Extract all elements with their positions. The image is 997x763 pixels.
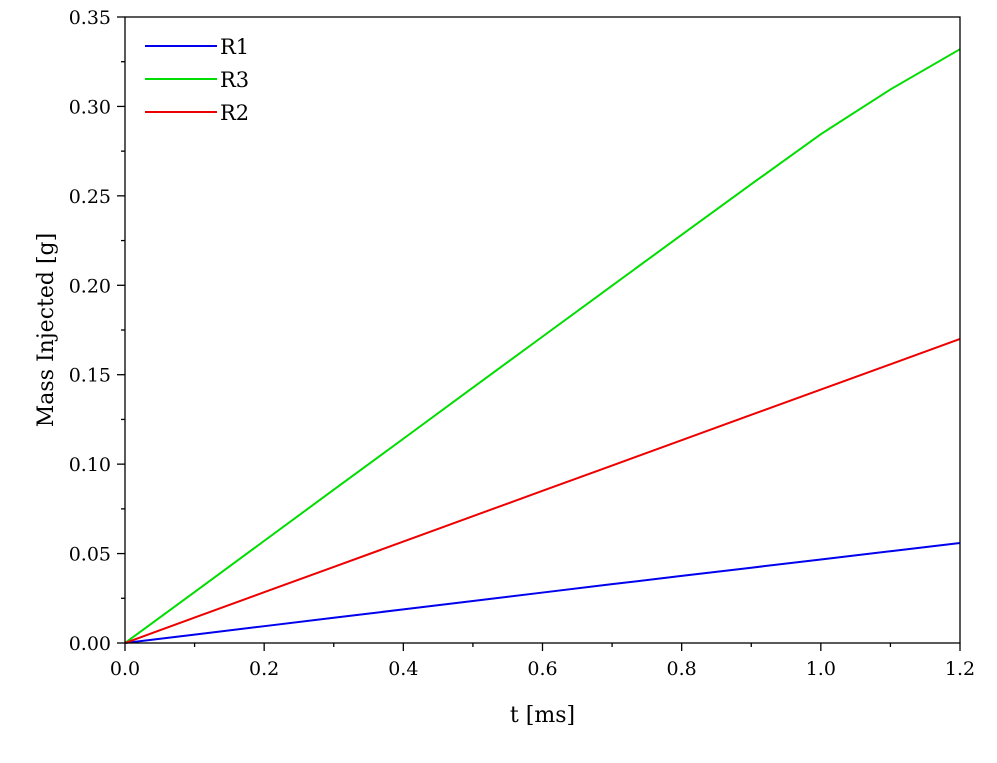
legend-label-r3: R3: [220, 68, 249, 92]
y-tick-label: 0.15: [69, 365, 111, 387]
series-line-r3: [124, 48, 961, 644]
legend-label-r2: R2: [220, 101, 249, 125]
y-tick-label: 0.05: [69, 544, 111, 566]
y-tick-label: 0.00: [69, 633, 111, 655]
series-line-r2: [124, 338, 961, 644]
axis-ticks: 0.0 0.2 0.4 0.6 0.8 1.0 1.2 0.00 0.05 0.10 0.15 0.2…: [69, 7, 975, 680]
x-tick-label: 0.2: [249, 658, 279, 680]
x-axis-label: t [ms]: [510, 703, 575, 728]
y-axis-label: Mass Injected [g]: [34, 233, 59, 427]
legend-label-r1: R1: [220, 35, 249, 59]
series-line-r1: [124, 542, 961, 644]
y-tick-label: 0.30: [69, 96, 111, 118]
y-tick-label: 0.10: [69, 454, 111, 476]
y-tick-label: 0.25: [69, 186, 111, 208]
x-tick-label: 0.6: [527, 658, 557, 680]
x-tick-label: 0.0: [110, 658, 140, 680]
y-tick-label: 0.20: [69, 275, 111, 297]
series-lines: [124, 48, 961, 644]
plot-frame: [124, 16, 961, 644]
x-tick-label: 0.8: [667, 658, 697, 680]
x-tick-label: 1.0: [806, 658, 836, 680]
x-tick-label: 1.2: [945, 658, 975, 680]
legend: R1 R3 R2: [145, 35, 249, 125]
x-tick-label: 0.4: [388, 658, 418, 680]
y-tick-label: 0.35: [69, 7, 111, 29]
